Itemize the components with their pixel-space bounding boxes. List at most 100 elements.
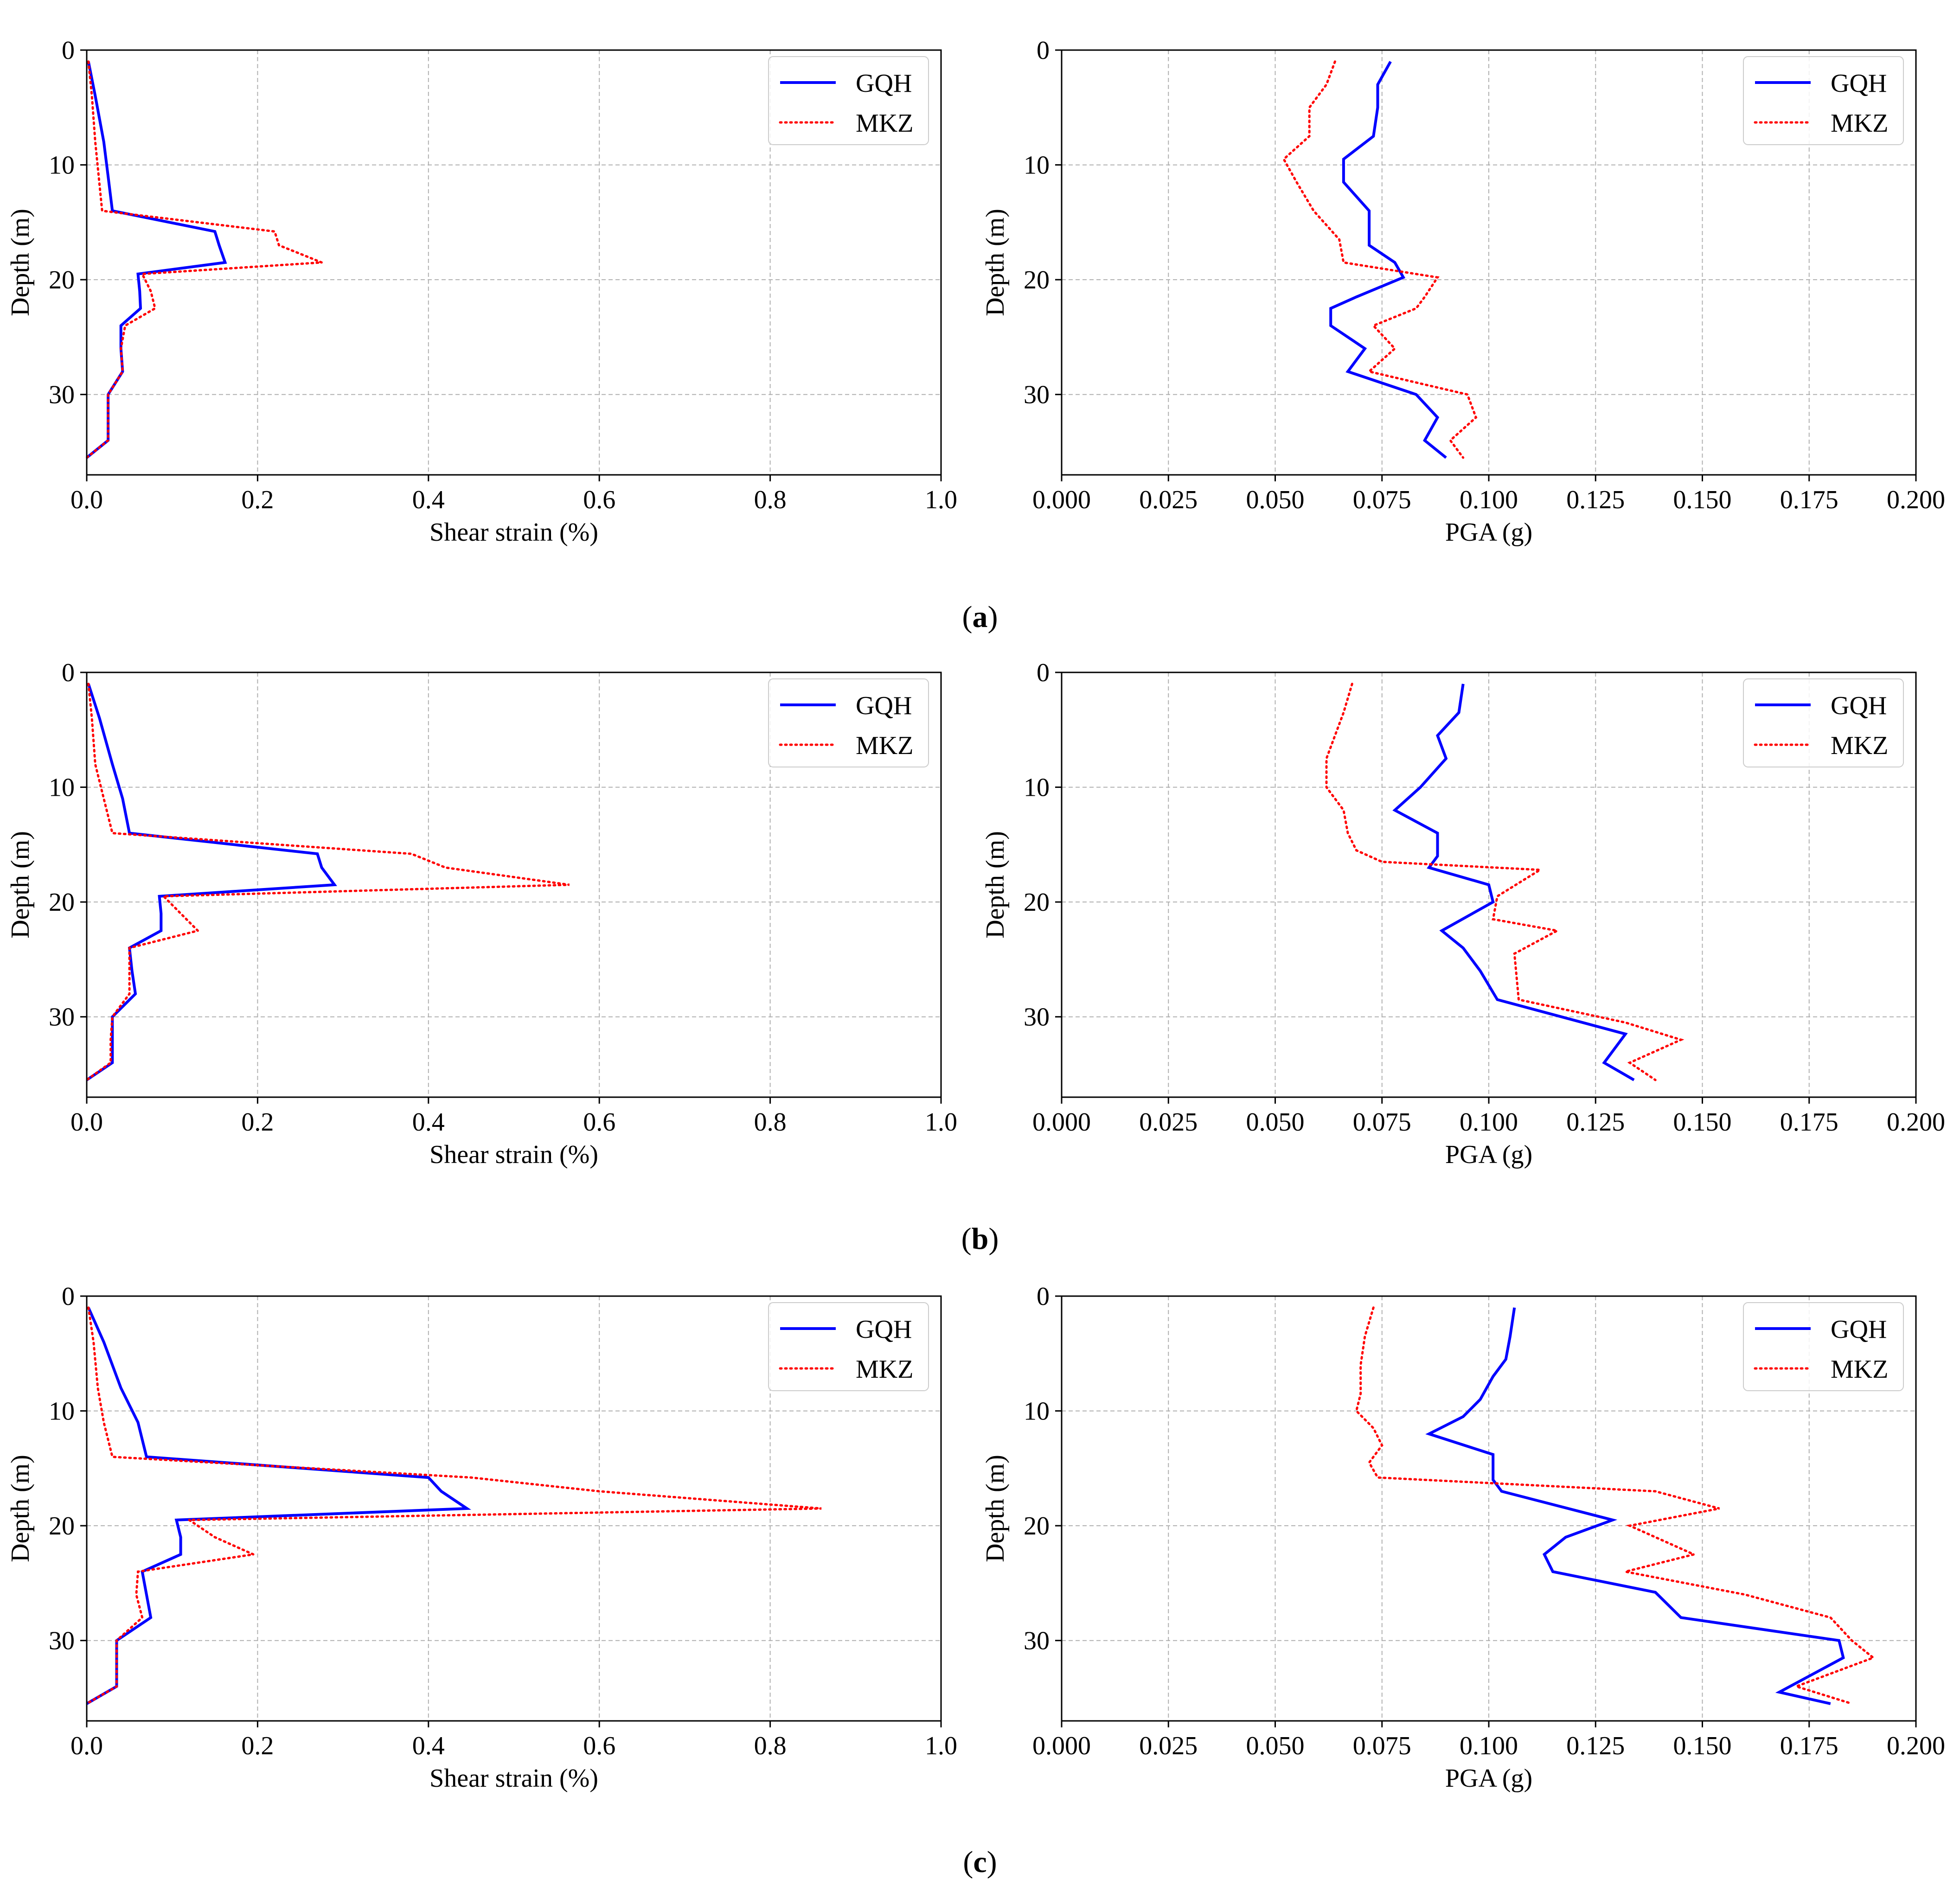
legend-label-mkz: MKZ xyxy=(856,1355,913,1384)
y-tick-label: 30 xyxy=(49,1003,75,1032)
x-tick-label: 0.0 xyxy=(70,1732,103,1760)
x-tick-label: 0.125 xyxy=(1566,1108,1625,1137)
series-line-gqh xyxy=(86,1307,472,1705)
x-tick-label: 0.8 xyxy=(754,1732,787,1760)
y-tick-label: 20 xyxy=(49,1512,75,1540)
legend-label-mkz: MKZ xyxy=(1831,1355,1888,1384)
x-tick-label: 0.4 xyxy=(412,486,445,514)
legend-box xyxy=(1743,1302,1904,1391)
x-tick-label: 0.6 xyxy=(583,486,615,514)
x-tick-label: 0.2 xyxy=(241,486,274,514)
x-tick-label: 0.000 xyxy=(1032,1108,1091,1137)
axes-frame xyxy=(86,49,942,476)
x-tick-label: 0.2 xyxy=(241,1108,274,1137)
y-tick-label: 0 xyxy=(62,1282,75,1311)
chart-c-right: 0.000 0.025 0.050 0.075 0.100 0.125 0.150 0.175… xyxy=(981,1282,1945,1793)
x-tick-label: 0.150 xyxy=(1673,1732,1732,1760)
x-tick-label: 0.175 xyxy=(1780,486,1838,514)
legend-label-gqh: GQH xyxy=(1831,1315,1887,1344)
legend-label-gqh: GQH xyxy=(1831,691,1887,720)
axes-frame xyxy=(1061,1295,1917,1722)
x-tick-label: 0.4 xyxy=(412,1108,445,1137)
x-axis-label: Shear strain (%) xyxy=(429,1140,598,1169)
legend-label-gqh: GQH xyxy=(856,1315,912,1344)
series-line-mkz xyxy=(85,60,322,459)
legend-box xyxy=(1743,56,1904,145)
chart-b-left: 0.0 0.2 0.4 0.6 0.8 1.0 0 10 20 30 Shear strain (%… xyxy=(6,658,957,1169)
y-tick-label: 10 xyxy=(1024,151,1050,180)
y-tick-label: 20 xyxy=(1024,266,1050,294)
x-tick-label: 0.6 xyxy=(583,1108,615,1137)
x-tick-label: 0.175 xyxy=(1780,1732,1838,1760)
legend-box xyxy=(768,678,929,767)
series-line-mkz xyxy=(1282,60,1478,459)
y-tick-label: 30 xyxy=(1024,1003,1050,1032)
legend: GQH MKZ xyxy=(1743,1302,1904,1391)
x-axis-label: PGA (g) xyxy=(1445,518,1532,547)
y-tick-label: 10 xyxy=(1024,773,1050,802)
panel-label-b: (b) xyxy=(961,1222,999,1256)
legend-label-gqh: GQH xyxy=(856,69,912,98)
x-tick-label: 0.175 xyxy=(1780,1108,1838,1137)
y-axis-label: Depth (m) xyxy=(981,1455,1010,1562)
y-tick-label: 20 xyxy=(49,888,75,917)
y-tick-label: 10 xyxy=(49,151,75,180)
x-tick-label: 0.075 xyxy=(1353,1732,1411,1760)
panel-label-c: (c) xyxy=(963,1845,997,1879)
x-tick-label: 0.4 xyxy=(412,1732,445,1760)
x-tick-label: 0.050 xyxy=(1246,486,1305,514)
x-tick-label: 0.075 xyxy=(1353,486,1411,514)
y-tick-label: 10 xyxy=(1024,1397,1050,1426)
y-axis-label: Depth (m) xyxy=(6,1455,35,1562)
x-tick-label: 0.0 xyxy=(70,1108,103,1137)
x-tick-label: 1.0 xyxy=(925,1732,957,1760)
x-axis-label: Shear strain (%) xyxy=(429,1764,598,1793)
y-tick-label: 30 xyxy=(49,1627,75,1656)
x-tick-label: 0.8 xyxy=(754,486,787,514)
legend-label-mkz: MKZ xyxy=(856,109,913,138)
x-tick-label: 0.025 xyxy=(1139,1732,1198,1760)
axes-frame xyxy=(1061,49,1917,476)
x-tick-label: 0.200 xyxy=(1887,1108,1945,1137)
x-axis-label: Shear strain (%) xyxy=(429,518,598,547)
y-tick-label: 30 xyxy=(49,381,75,409)
y-tick-label: 0 xyxy=(1037,36,1050,65)
y-tick-label: 20 xyxy=(1024,888,1050,917)
x-tick-label: 1.0 xyxy=(925,486,957,514)
legend: GQH MKZ xyxy=(768,56,929,145)
y-tick-label: 20 xyxy=(49,266,75,294)
legend-label-gqh: GQH xyxy=(1831,69,1887,98)
x-tick-label: 1.0 xyxy=(925,1108,957,1137)
x-tick-label: 0.125 xyxy=(1566,486,1625,514)
y-tick-label: 10 xyxy=(49,773,75,802)
x-tick-label: 0.200 xyxy=(1887,1732,1945,1760)
y-tick-label: 30 xyxy=(1024,381,1050,409)
x-tick-label: 0.050 xyxy=(1246,1732,1305,1760)
legend: GQH MKZ xyxy=(768,678,929,767)
x-tick-label: 0.000 xyxy=(1032,1732,1091,1760)
legend: GQH MKZ xyxy=(1743,56,1904,145)
x-tick-label: 0.150 xyxy=(1673,1108,1732,1137)
x-tick-label: 0.125 xyxy=(1566,1732,1625,1760)
legend: GQH MKZ xyxy=(768,1302,929,1391)
y-tick-label: 30 xyxy=(1024,1627,1050,1656)
legend-box xyxy=(768,56,929,145)
x-tick-label: 0.025 xyxy=(1139,1108,1198,1137)
x-tick-label: 0.200 xyxy=(1887,486,1945,514)
legend-label-mkz: MKZ xyxy=(856,731,913,760)
series-line-gqh xyxy=(1392,684,1635,1081)
chart-b-right: 0.000 0.025 0.050 0.075 0.100 0.125 0.150 0.175… xyxy=(981,658,1945,1169)
y-axis-label: Depth (m) xyxy=(981,209,1010,316)
y-tick-label: 10 xyxy=(49,1397,75,1426)
x-tick-label: 0.150 xyxy=(1673,486,1732,514)
legend-label-mkz: MKZ xyxy=(1831,731,1888,760)
axes-frame xyxy=(1061,671,1917,1098)
legend-label-gqh: GQH xyxy=(856,691,912,720)
x-tick-label: 0.100 xyxy=(1460,1732,1518,1760)
x-axis-label: PGA (g) xyxy=(1445,1764,1532,1793)
y-tick-label: 0 xyxy=(62,36,75,65)
x-tick-label: 0.075 xyxy=(1353,1108,1411,1137)
y-tick-label: 0 xyxy=(1037,1282,1050,1311)
y-axis-label: Depth (m) xyxy=(6,831,35,939)
